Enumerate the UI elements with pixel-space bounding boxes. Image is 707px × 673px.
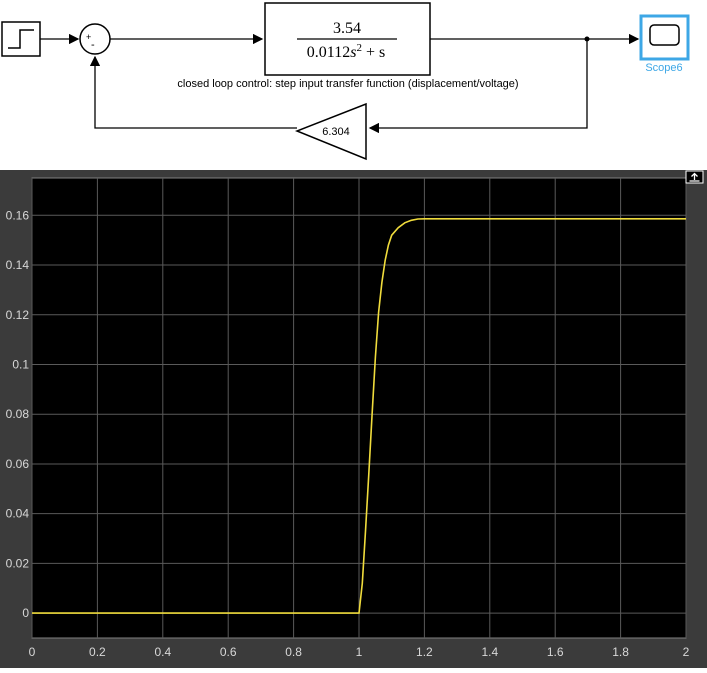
sum-minus-sign: - — [91, 39, 95, 51]
x-tick-label: 2 — [683, 645, 690, 659]
x-tick-label: 0.2 — [89, 645, 106, 659]
tf-denominator: 0.0112s2 + s — [307, 42, 385, 61]
x-tick-label: 0.8 — [285, 645, 302, 659]
x-tick-label: 1.4 — [481, 645, 498, 659]
y-tick-label: 0.16 — [6, 208, 30, 222]
scope-plot: 0 0.2 0.4 0.6 0.8 1 1.2 1.4 1.6 1.8 2 0 0.02 0.04 0.06… — [0, 170, 707, 668]
sum-block[interactable]: + - — [80, 24, 110, 54]
scope-label: Scope6 — [645, 62, 682, 74]
scope-block[interactable]: Scope6 — [641, 16, 688, 74]
transfer-function-block[interactable]: 3.54 0.0112s2 + s — [265, 3, 430, 75]
diagram-caption: closed loop control: step input transfer… — [177, 78, 518, 90]
x-tick-label: 1.8 — [612, 645, 629, 659]
simulink-block-diagram: + - 3.54 0.0112s2 + s Scope6 closed loop… — [0, 0, 707, 170]
y-tick-label: 0.12 — [6, 308, 30, 322]
y-tick-label: 0.06 — [6, 457, 30, 471]
y-tick-label: 0.1 — [12, 357, 29, 371]
x-tick-label: 1.2 — [416, 645, 433, 659]
x-tick-label: 1 — [356, 645, 363, 659]
y-tick-label: 0.14 — [6, 258, 30, 272]
gain-value: 6.304 — [322, 126, 350, 138]
tf-numerator: 3.54 — [333, 20, 361, 37]
x-tick-label: 1.6 — [547, 645, 564, 659]
y-tick-label: 0 — [22, 606, 29, 620]
y-tick-label: 0.08 — [6, 407, 30, 421]
x-tick-label: 0.4 — [154, 645, 171, 659]
scope-window: 0 0.2 0.4 0.6 0.8 1 1.2 1.4 1.6 1.8 2 0 0.02 0.04 0.06… — [0, 170, 707, 668]
step-source-block[interactable] — [2, 22, 40, 56]
x-tick-label: 0 — [29, 645, 36, 659]
y-tick-label: 0.02 — [6, 556, 30, 570]
y-tick-label: 0.04 — [6, 507, 30, 521]
gain-block[interactable]: 6.304 — [297, 104, 366, 159]
x-tick-label: 0.6 — [220, 645, 237, 659]
scope-screen-icon — [650, 25, 679, 45]
